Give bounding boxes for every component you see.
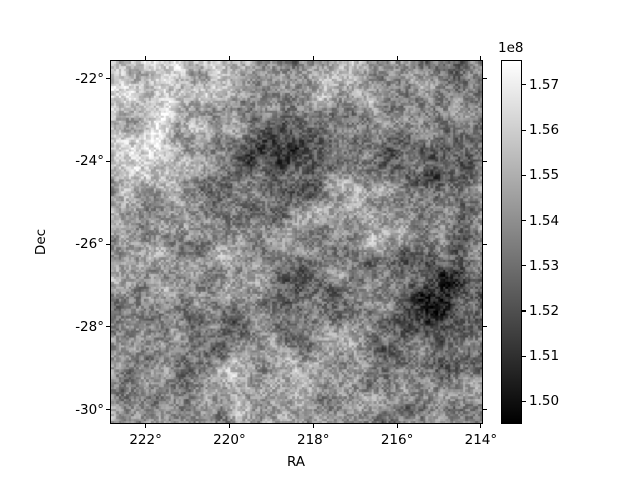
colorbar-tick (522, 84, 526, 86)
x-axis-tick (312, 424, 314, 428)
colorbar-tick-label: 1.56 (529, 122, 560, 139)
sky-map-axes[interactable] (110, 60, 483, 424)
colorbar-tick-label: 1.55 (529, 167, 560, 184)
y-axis-tick-mirror (483, 160, 487, 162)
x-axis-tick-mirror (145, 56, 147, 60)
x-axis-tick (396, 424, 398, 428)
colorbar-tick (522, 174, 526, 176)
sky-map-heatmap-image[interactable] (111, 61, 482, 423)
colorbar-tick-label: 1.53 (529, 257, 560, 274)
x-axis-tick-mirror (228, 56, 231, 60)
colorbar-tick-label: 1.54 (529, 212, 560, 229)
x-axis-tick-mirror (396, 56, 398, 60)
y-axis-tick-mirror (483, 243, 487, 245)
x-axis-tick-label: 222° (129, 432, 162, 448)
colorbar-tick-label: 1.57 (529, 76, 560, 93)
y-axis-tick (106, 78, 110, 80)
x-axis-tick (480, 424, 482, 428)
colorbar-tick (522, 310, 526, 312)
y-axis-tick (106, 409, 110, 411)
colorbar[interactable] (501, 60, 522, 424)
x-axis-tick-label: 218° (296, 432, 330, 448)
x-axis-tick (145, 424, 147, 428)
x-axis-tick-label: 216° (380, 432, 414, 448)
colorbar-gradient (502, 61, 521, 423)
colorbar-tick (522, 220, 526, 222)
y-axis-tick-mirror (483, 78, 487, 80)
colorbar-tick (522, 129, 526, 131)
y-axis-tick (106, 326, 110, 328)
colorbar-tick-label: 1.52 (529, 302, 560, 319)
x-axis-tick-mirror (312, 56, 314, 60)
colorbar-tick (522, 400, 526, 402)
y-axis-tick-label: -22° (75, 70, 104, 87)
y-axis-tick (106, 160, 110, 162)
colorbar-tick (522, 355, 526, 357)
y-axis-title: Dec (33, 228, 49, 256)
x-axis-tick (228, 424, 231, 428)
y-axis-tick-mirror (483, 326, 487, 328)
x-axis-tick-label: 214° (464, 432, 498, 448)
colorbar-tick-label: 1.51 (529, 348, 560, 365)
x-axis-tick-label: 220° (213, 432, 246, 448)
y-axis-tick-label: -28° (75, 318, 104, 335)
y-axis-tick-label: -30° (75, 401, 104, 418)
y-axis-tick (106, 243, 110, 245)
y-axis-tick-label: -24° (75, 153, 104, 170)
y-axis-tick-label: -26° (75, 236, 104, 253)
x-axis-tick-mirror (480, 56, 482, 60)
colorbar-tick (522, 265, 526, 267)
colorbar-offset-label: 1e8 (498, 40, 524, 56)
y-axis-tick-mirror (483, 409, 487, 411)
x-axis-title: RA (286, 454, 306, 470)
colorbar-tick-label: 1.50 (529, 393, 560, 410)
